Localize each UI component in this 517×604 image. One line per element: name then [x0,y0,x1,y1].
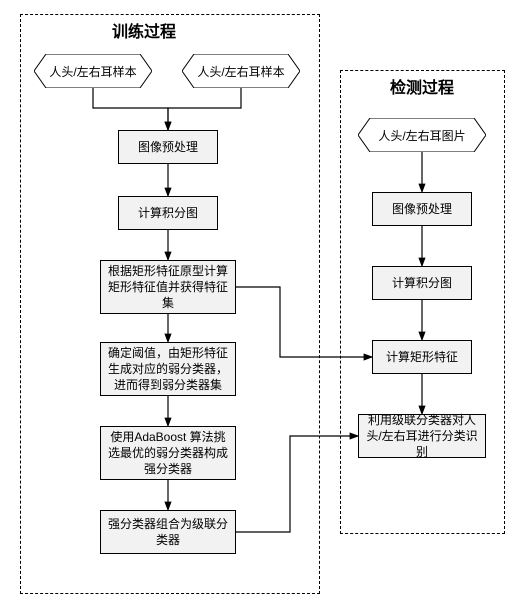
hex-label: 人头/左右耳样本 [197,63,284,80]
node-train-preprocess: 图像预处理 [118,130,218,164]
training-panel-title: 训练过程 [108,18,180,42]
detection-panel-title: 检测过程 [386,74,458,98]
node-train-cascade: 强分类器组合为级联分类器 [100,510,236,554]
hex-detect-input: 人头/左右耳图片 [358,118,486,152]
node-detect-preprocess: 图像预处理 [372,192,472,226]
node-detect-rectfeat: 计算矩形特征 [372,340,472,374]
node-train-threshold: 确定阈值，由矩形特征生成对应的弱分类器，进而得到弱分类器集 [100,342,236,396]
node-train-rectfeat: 根据矩形特征原型计算矩形特征值并获得特征集 [100,260,236,314]
hex-train-sample-left: 人头/左右耳样本 [34,54,152,88]
node-detect-classify: 利用级联分类器对人头/左右耳进行分类识别 [358,414,486,458]
hex-label: 人头/左右耳样本 [49,63,136,80]
node-train-adaboost: 使用AdaBoost 算法挑选最优的弱分类器构成强分类器 [100,426,236,480]
node-train-integral: 计算积分图 [118,196,218,230]
hex-train-sample-right: 人头/左右耳样本 [182,54,300,88]
hex-label: 人头/左右耳图片 [378,127,465,144]
node-detect-integral: 计算积分图 [372,266,472,300]
